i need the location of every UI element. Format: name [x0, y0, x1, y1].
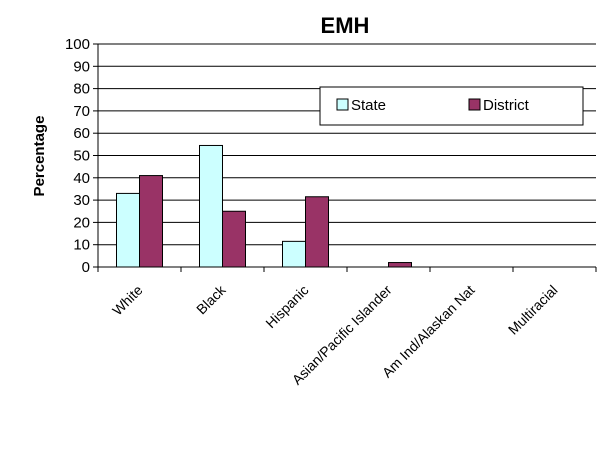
bar-state-2 — [282, 240, 306, 268]
bar-district-2 — [305, 196, 329, 268]
x-tick-label: Multiracial — [505, 282, 561, 338]
y-axis-ticks: 0 10 20 30 40 50 60 70 80 90 100 — [65, 36, 98, 276]
x-tick-label: Am Ind/Alaskan Nat — [379, 282, 478, 381]
y-tick-label: 100 — [65, 36, 90, 53]
gridlines — [98, 43, 596, 246]
bars — [116, 144, 412, 268]
y-tick-label: 40 — [73, 170, 90, 187]
x-tick-label: Black — [193, 281, 229, 317]
legend: State District — [319, 86, 584, 126]
bar-district-1 — [222, 210, 246, 268]
chart-title: EMH — [321, 13, 370, 38]
y-tick-label: 70 — [73, 103, 90, 120]
y-axis-label: Percentage — [31, 116, 48, 197]
bar-district-0 — [139, 175, 163, 268]
legend-box — [319, 86, 584, 126]
legend-swatch-district — [468, 98, 481, 111]
y-tick-label: 20 — [73, 214, 90, 231]
y-tick-label: 90 — [73, 58, 90, 75]
x-tick-label: White — [109, 282, 146, 319]
legend-label-state: State — [351, 97, 386, 114]
y-tick-label: 60 — [73, 125, 90, 142]
legend-swatch-state — [336, 98, 349, 111]
x-tick-label: Hispanic — [262, 282, 311, 331]
y-tick-label: 30 — [73, 192, 90, 209]
y-tick-label: 50 — [73, 148, 90, 165]
bar-state-1 — [199, 144, 223, 268]
bar-district-3 — [388, 262, 412, 268]
bar-state-0 — [116, 192, 140, 268]
y-tick-label: 0 — [82, 259, 90, 276]
legend-label-district: District — [483, 97, 530, 114]
y-tick-label: 80 — [73, 81, 90, 98]
y-tick-label: 10 — [73, 237, 90, 254]
